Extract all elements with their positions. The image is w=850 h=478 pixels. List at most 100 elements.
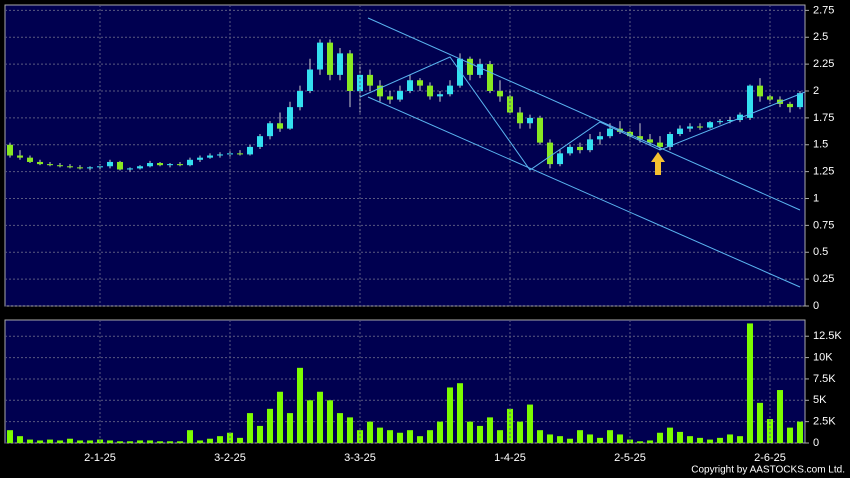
- volume-bar: [787, 427, 793, 443]
- candle-body: [237, 153, 243, 155]
- volume-bar: [427, 430, 433, 443]
- volume-bar: [177, 441, 183, 443]
- y-tick-label: 0.5: [813, 246, 828, 258]
- candle-body: [607, 128, 613, 137]
- volume-bar: [387, 430, 393, 443]
- volume-bar: [127, 441, 133, 443]
- volume-bar: [767, 419, 773, 443]
- volume-bar: [197, 440, 203, 443]
- candle-body: [417, 80, 423, 86]
- candle-body: [367, 74, 373, 86]
- candle-body: [107, 161, 113, 167]
- volume-bar: [477, 425, 483, 443]
- volume-bar: [417, 436, 423, 443]
- candle-body: [167, 164, 173, 166]
- candle-body: [27, 157, 33, 162]
- volume-bar: [537, 430, 543, 443]
- volume-bar: [217, 436, 223, 443]
- candle-body: [47, 164, 53, 166]
- volume-bar: [137, 440, 143, 443]
- volume-bar: [467, 421, 473, 443]
- volume-bar: [327, 400, 333, 443]
- y-tick-label: 1: [813, 192, 819, 204]
- candle-body: [747, 85, 753, 118]
- candle-body: [507, 96, 513, 113]
- volume-bar: [757, 402, 763, 443]
- y-tick-label: 12.5K: [813, 330, 842, 342]
- volume-bar: [7, 430, 13, 443]
- candle-body: [717, 121, 723, 123]
- candle-body: [337, 53, 343, 75]
- candle-body: [37, 161, 43, 165]
- volume-bar: [207, 438, 213, 443]
- candle-body: [637, 136, 643, 140]
- candle-body: [547, 142, 553, 165]
- candle-body: [677, 128, 683, 134]
- candle-body: [327, 42, 333, 75]
- volume-bar: [567, 438, 573, 443]
- candle-body: [437, 94, 443, 97]
- candle-body: [757, 85, 763, 97]
- candle-body: [667, 134, 673, 147]
- candle-body: [387, 96, 393, 100]
- candle-body: [87, 167, 93, 169]
- candle-body: [147, 163, 153, 167]
- volume-bar: [237, 437, 243, 443]
- candle-body: [377, 85, 383, 97]
- volume-bar: [77, 440, 83, 443]
- candle-body: [457, 58, 463, 86]
- candle-body: [297, 91, 303, 108]
- volume-bar: [347, 417, 353, 443]
- volume-bar: [647, 440, 653, 443]
- y-tick-label: 2.5: [813, 31, 828, 43]
- candle-body: [737, 114, 743, 121]
- volume-bar: [777, 390, 783, 443]
- volume-bar: [617, 434, 623, 443]
- volume-panel: [4, 319, 806, 444]
- volume-bar: [637, 441, 643, 443]
- y-tick-label: 2.75: [813, 4, 834, 16]
- volume-bar: [247, 413, 253, 443]
- candle-body: [117, 161, 123, 170]
- y-tick-label: 0: [813, 300, 819, 312]
- arrow-marker: [651, 152, 665, 175]
- candle-body: [727, 120, 733, 122]
- copyright: Copyright by AASTOCKS.com Ltd.: [691, 465, 845, 476]
- volume-bar: [277, 391, 283, 443]
- volume-bar: [367, 421, 373, 443]
- volume-bar: [257, 425, 263, 443]
- volume-bar: [687, 436, 693, 443]
- volume-bar: [457, 383, 463, 443]
- volume-bar: [37, 440, 43, 443]
- volume-bar: [747, 323, 753, 443]
- candle-body: [657, 142, 663, 147]
- volume-bar: [517, 421, 523, 443]
- volume-bar: [307, 400, 313, 443]
- candle-body: [397, 91, 403, 100]
- volume-bar: [87, 440, 93, 443]
- volume-bar: [117, 441, 123, 443]
- candle-body: [407, 80, 413, 91]
- volume-bar: [157, 441, 163, 443]
- x-tick-label: 1-4-25: [494, 452, 526, 464]
- volume-bar: [147, 440, 153, 443]
- volume-bar: [47, 439, 53, 443]
- x-tick-label: 2-1-25: [84, 452, 116, 464]
- volume-bar: [577, 430, 583, 443]
- candle-body: [177, 164, 183, 166]
- candle-body: [127, 168, 133, 170]
- x-tick-label: 2-5-25: [614, 452, 646, 464]
- volume-bar: [727, 434, 733, 443]
- candle-body: [217, 154, 223, 156]
- y-tick-label: 0.25: [813, 273, 834, 285]
- candle-body: [197, 157, 203, 160]
- y-tick-label: 2.5K: [813, 416, 836, 428]
- x-tick-label: 2-6-25: [754, 452, 786, 464]
- price-panel: [4, 4, 806, 307]
- x-tick-label: 3-3-25: [344, 452, 376, 464]
- candle-body: [517, 112, 523, 124]
- y-tick-label: 0.75: [813, 219, 834, 231]
- y-tick-label: 1.25: [813, 166, 834, 178]
- candle-body: [317, 42, 323, 70]
- volume-bar: [397, 432, 403, 443]
